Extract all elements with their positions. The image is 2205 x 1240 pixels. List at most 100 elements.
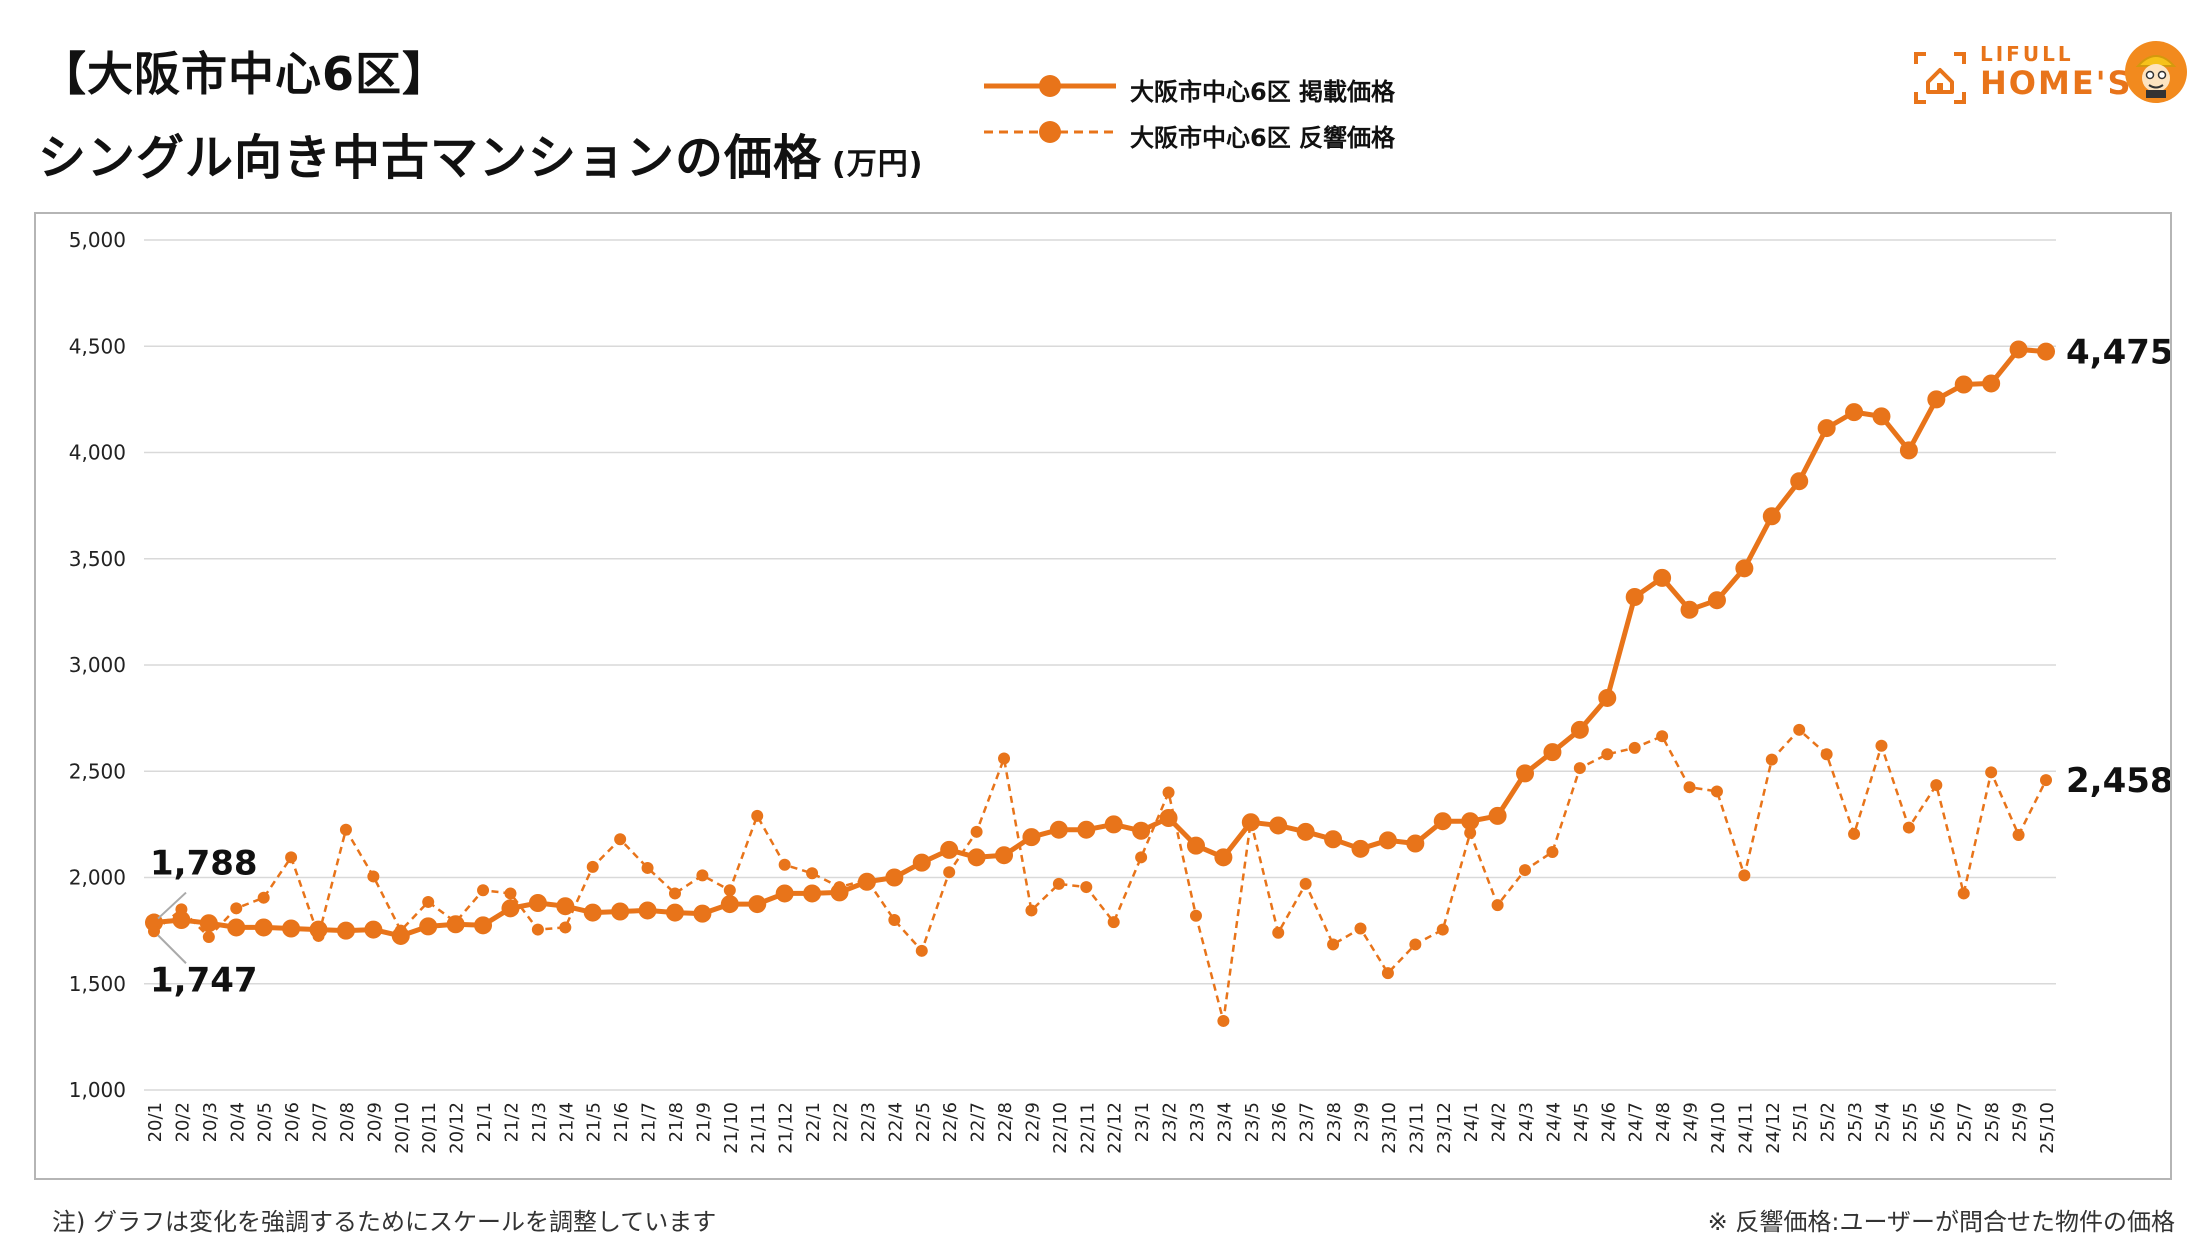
- x-tick-label: 23/7: [1297, 1102, 1318, 1142]
- data-point-listing: [419, 917, 438, 936]
- x-tick-label: 24/9: [1681, 1102, 1702, 1142]
- y-tick-label: 2,000: [69, 866, 126, 890]
- data-point-listing: [1707, 591, 1726, 610]
- data-point-response: [998, 752, 1011, 765]
- data-point-response: [696, 869, 709, 882]
- data-point-response: [1244, 815, 1257, 828]
- x-tick-label: 24/4: [1543, 1102, 1564, 1142]
- data-point-listing: [1104, 815, 1123, 834]
- annotation-leader: [157, 891, 187, 920]
- x-tick-label: 20/7: [310, 1102, 331, 1142]
- data-point-listing: [803, 884, 822, 903]
- data-point-response: [1189, 909, 1202, 922]
- lifull-homes-logo: LIFULL HOME'S: [1910, 40, 2190, 110]
- footnote-scale: 注) グラフは変化を強調するためにスケールを調整しています: [52, 1208, 717, 1236]
- x-tick-label: 22/4: [885, 1102, 906, 1142]
- x-tick-label: 23/3: [1187, 1102, 1208, 1142]
- y-tick-label: 1,000: [69, 1078, 126, 1102]
- x-tick-label: 25/3: [1845, 1102, 1866, 1142]
- data-point-listing: [1324, 830, 1343, 849]
- data-point-listing: [1406, 834, 1425, 853]
- data-point-listing: [1077, 820, 1096, 839]
- legend-label-listing: 大阪市中心6区 掲載価格: [1130, 78, 1396, 106]
- x-tick-label: 24/10: [1708, 1102, 1729, 1154]
- x-tick-label: 24/5: [1571, 1102, 1592, 1142]
- chart-frame: 1,000 1,500 2,000 2,500 3,000 3,500 4,000 4,500…: [34, 212, 2172, 1180]
- x-tick-label: 22/3: [858, 1102, 879, 1142]
- data-point-response: [1409, 938, 1422, 951]
- data-point-listing: [1927, 390, 1946, 409]
- x-tick-label: 20/10: [392, 1102, 413, 1154]
- x-tick-label: 25/2: [1818, 1102, 1839, 1142]
- y-tick-label: 5,000: [69, 228, 126, 252]
- data-point-response: [1080, 881, 1093, 894]
- data-point-response: [1930, 779, 1943, 792]
- x-tick-label: 21/12: [776, 1102, 797, 1154]
- data-point-response: [312, 929, 325, 942]
- x-tick-label: 22/7: [968, 1102, 989, 1142]
- x-tick-label: 20/11: [419, 1102, 440, 1154]
- data-point-response: [477, 884, 490, 897]
- x-tick-label: 24/12: [1763, 1102, 1784, 1154]
- y-tick-label: 3,500: [69, 547, 126, 571]
- x-tick-label: 23/1: [1132, 1102, 1153, 1142]
- data-point-response: [888, 914, 901, 926]
- logo-top-text: LIFULL: [1980, 42, 2074, 66]
- data-point-response: [1436, 923, 1449, 936]
- data-point-listing: [556, 897, 575, 916]
- data-point-listing: [967, 848, 986, 867]
- data-point-response: [531, 923, 544, 936]
- data-point-response: [1683, 781, 1696, 794]
- x-tick-label: 22/11: [1077, 1102, 1098, 1154]
- data-point-listing: [1954, 375, 1973, 394]
- data-point-listing: [665, 903, 684, 922]
- x-tick-label: 23/11: [1406, 1102, 1427, 1154]
- data-point-response: [1902, 821, 1915, 834]
- x-tick-label: 20/3: [200, 1102, 221, 1142]
- x-tick-label: 23/9: [1351, 1102, 1372, 1142]
- data-point-listing: [336, 921, 355, 940]
- x-tick-label: 22/6: [940, 1102, 961, 1142]
- x-tick-label: 22/2: [831, 1102, 852, 1142]
- x-tick-label: 21/4: [556, 1102, 577, 1142]
- data-point-listing: [1817, 419, 1836, 438]
- x-tick-label: 24/1: [1461, 1102, 1482, 1142]
- x-tick-label: 24/8: [1653, 1102, 1674, 1142]
- unit-label: (万円): [832, 147, 924, 182]
- y-tick-label: 3,000: [69, 653, 126, 677]
- data-point-response: [449, 916, 462, 929]
- data-point-listing: [693, 904, 712, 923]
- y-tick-label: 2,500: [69, 759, 126, 783]
- house-frame-icon: [1914, 52, 1966, 104]
- data-point-response: [1381, 967, 1394, 980]
- data-point-response: [751, 809, 764, 822]
- data-point-response: [1765, 753, 1778, 766]
- data-point-listing: [1762, 507, 1781, 526]
- data-point-response: [860, 873, 873, 886]
- x-tick-label: 25/5: [1900, 1102, 1921, 1142]
- x-tick-label: 22/5: [913, 1102, 934, 1142]
- x-tick-label: 21/10: [721, 1102, 742, 1154]
- annotation-label: 2,458: [2066, 761, 2170, 801]
- data-point-listing: [1022, 828, 1041, 847]
- data-point-listing: [1735, 559, 1754, 578]
- data-point-response: [1985, 766, 1998, 779]
- annotation-label: 4,475: [2066, 333, 2170, 373]
- data-point-listing: [611, 902, 630, 921]
- data-point-listing: [364, 920, 383, 939]
- data-point-response: [806, 867, 819, 880]
- data-point-response: [1217, 1014, 1230, 1027]
- data-point-response: [586, 860, 599, 873]
- data-point-listing: [254, 918, 273, 937]
- data-point-response: [367, 870, 380, 883]
- x-tick-label: 25/6: [1927, 1102, 1948, 1142]
- legend-marker-dashed: [984, 121, 1116, 143]
- data-point-response: [723, 884, 736, 897]
- data-point-listing: [1488, 806, 1507, 825]
- data-point-response: [1546, 846, 1559, 858]
- y-tick-label: 4,000: [69, 441, 126, 465]
- data-point-listing: [1132, 821, 1151, 840]
- x-tick-label: 20/1: [145, 1102, 166, 1142]
- data-point-response: [1107, 916, 1120, 929]
- data-point-listing: [995, 846, 1014, 865]
